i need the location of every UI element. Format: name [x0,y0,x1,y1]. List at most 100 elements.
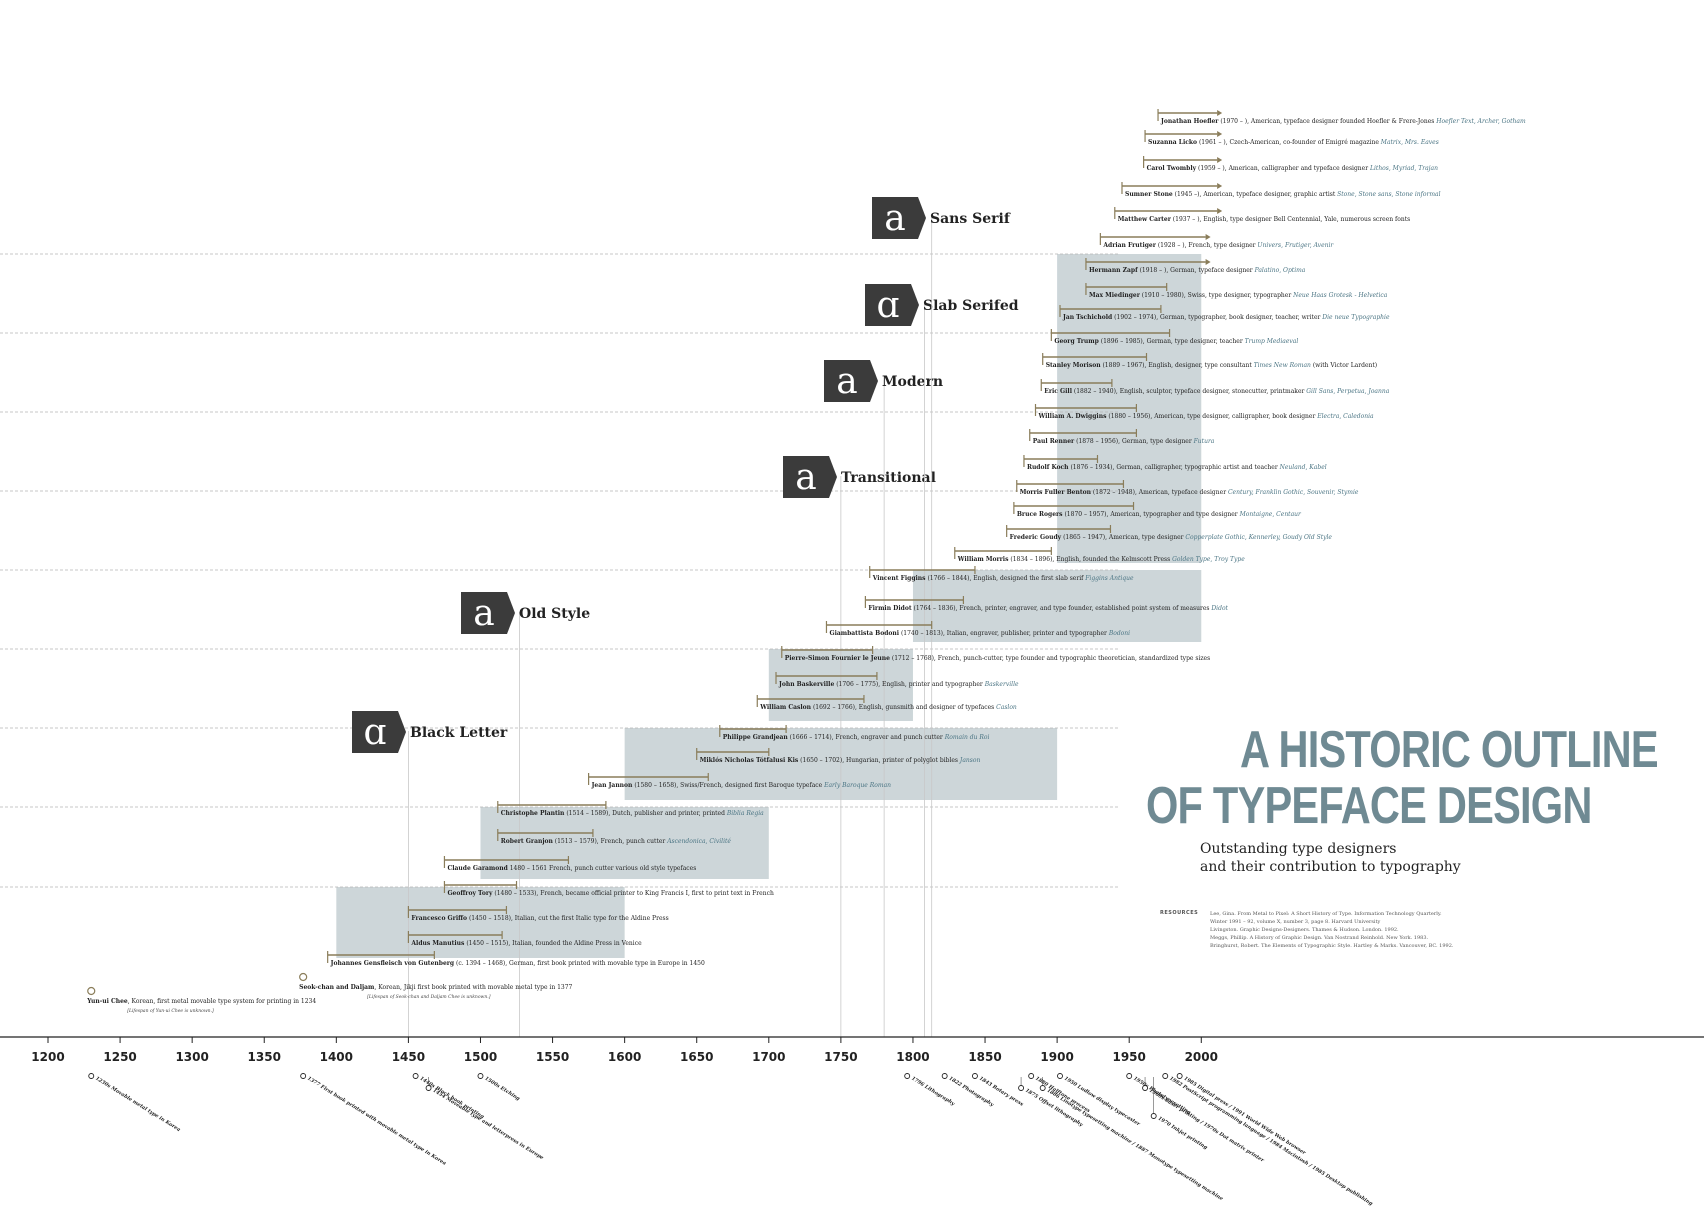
axis-tick-label: 1950 [1112,1050,1145,1064]
designer-typefaces: Hoefler Text, Archer, Gotham [1435,118,1526,125]
designer-entry: Giambattista Bodoni (1740 – 1813), Itali… [825,621,1130,637]
designer-entry: Pierre-Simon Fournier le Jeune (1712 – 1… [781,646,1210,662]
lifespan-arrow [1217,131,1223,137]
designer-name: Eric Gill [1044,388,1072,395]
designer-typefaces: Biblia Regia [726,810,764,817]
designer-detail: (1872 – 1948), American, typeface design… [1091,489,1228,496]
axis-tick-label: 2000 [1185,1050,1218,1064]
designer-entry: Miklós Nicholas Tótfalusi Kis (1650 – 17… [696,748,980,764]
subtitle-line-1: Outstanding type designers [1200,841,1397,857]
designer-label: Suzanna Licko (1961 – ), Czech-American,… [1148,139,1439,146]
designer-name: Philippe Grandjean [723,734,789,741]
designer-detail: (1970 – ), American, typeface designer f… [1218,118,1436,125]
designer-detail: (1666 – 1714), French, engraver and punc… [788,734,945,741]
designer-detail: (1902 – 1974), German, typographer, book… [1112,314,1322,321]
axis-tick-label: 1850 [968,1050,1001,1064]
axis-tick-label: 1700 [752,1050,785,1064]
designer-typefaces: Figgins Antique [1084,575,1134,582]
designer-label: Adrian Frutiger (1928 – ), French, type … [1102,242,1334,249]
designer-entry: Georg Trump (1896 – 1985), German, type … [1050,329,1298,345]
designer-name: Jean Jannon [591,782,633,789]
designer-label: Rudolf Koch (1876 – 1934), German, calli… [1027,464,1327,471]
style-badge-shape [824,360,878,402]
designer-name: Suzanna Licko [1148,139,1197,146]
designer-label: Pierre-Simon Fournier le Jeune (1712 – 1… [785,655,1210,662]
designer-entry: Vincent Figgins (1766 – 1844), English, … [869,566,1134,582]
event-marker [1126,1073,1133,1079]
designer-entry: Robert Granjon (1513 – 1579), French, pu… [497,829,731,845]
designer-entry: Bruce Rogers (1870 – 1957), American, ty… [1013,502,1302,518]
designer-detail: (1513 – 1579), French, punch cutter [553,838,667,845]
designer-typefaces: Futura [1193,438,1215,445]
axis-tick-label: 1200 [31,1050,64,1064]
axis-tick-label: 1750 [824,1050,857,1064]
designer-label: Giambattista Bodoni (1740 – 1813), Itali… [829,630,1130,637]
designer-detail: (1766 – 1844), English, designed the fir… [926,575,1086,582]
designer-typefaces: Lithos, Myriad, Trajan [1369,165,1438,172]
event-label: 1454 Moveable type and letterpress in Eu… [432,1088,545,1162]
designer-name: Miklós Nicholas Tótfalusi Kis [700,757,799,764]
designer-label: John Baskerville (1706 – 1775), English,… [778,681,1019,688]
designer-label: Aldus Manutius (1450 – 1515), Italian, f… [410,940,642,947]
event-marker [971,1073,978,1079]
designer-label: Stanley Morison (1889 – 1967), English, … [1046,362,1377,369]
designer-detail: (1961 – ), Czech-American, co-founder of… [1197,139,1381,146]
designer-typefaces: Gill Sans, Perpetua, Joanna [1306,388,1389,395]
designer-label: Max Miedinger (1910 – 1980), Swiss, type… [1089,292,1388,299]
designer-name: Pierre-Simon Fournier le Jeune [785,655,890,662]
designer-detail: (1910 – 1980), Swiss, type designer, typ… [1140,292,1293,299]
designer-label: Carol Twombly (1959 – ), American, calli… [1147,165,1439,172]
designer-detail: (1876 – 1934), German, calligrapher, typ… [1069,464,1280,471]
style-band [1057,491,1202,563]
designer-label: Frederic Goudy (1865 – 1947), American, … [1010,534,1333,541]
designer-typefaces: Neuland, Kabel [1279,464,1327,471]
designer-detail: (1450 – 1515), Italian, founded the Aldi… [464,940,642,947]
designer-name: Hermann Zapf [1089,267,1138,274]
designer-detail: , Korean, Jikji first book printed with … [374,984,572,991]
designer-entry: Sumner Stone (1945 –), American, typefac… [1121,182,1441,198]
style-glyph: a [795,457,816,498]
designer-label: William Morris (1834 – 1896), English, f… [957,556,1245,563]
resource-line: Lee, Gina. From Metal to Pixel: A Short … [1210,911,1442,917]
designer-name: Carol Twombly [1147,165,1197,172]
designer-name: Francesco Griffo [411,915,467,922]
designer-label: Philippe Grandjean (1666 – 1714), French… [723,734,990,741]
designer-entry: Claude Garamond 1480 – 1561 French, punc… [443,856,696,872]
designer-typefaces: Early Baroque Roman [823,782,891,789]
style-glyph: a [884,198,905,239]
designer-detail-extra: (with Victor Lardent) [1311,362,1377,369]
lifespan-arrow [1217,183,1223,189]
designer-entry: Yun-ui Chee, Korean, first metal movable… [86,986,316,1014]
designer-name: John Baskerville [778,681,834,688]
time-axis: 1200 1250 1300 1350 1400 1450 1500 1550 1600 1650… [0,1036,1704,1064]
designer-label: Christophe Plantin (1514 – 1589), Dutch,… [501,810,764,817]
designer-detail: (1706 – 1775), English, printer and typo… [834,681,984,688]
event-entry: 1377 First book printed with movable met… [300,1073,447,1167]
designer-name: Jan Tschichold [1062,314,1113,321]
designer-entry: Matthew Carter (1937 – ), English, type … [1114,207,1410,223]
style-band [1057,254,1202,491]
designer-note: [Lifespan of Yun-ui Chee is unknown.] [127,1008,214,1014]
style-name: Black Letter [410,725,508,741]
designer-name: Rudolf Koch [1027,464,1069,471]
designer-entry: Rudolf Koch (1876 – 1934), German, calli… [1023,455,1327,471]
designer-label: Firmin Didot (1764 – 1836), French, prin… [868,605,1228,612]
designer-detail: (1650 – 1702), Hungarian, printer of pol… [798,757,960,764]
designer-entry: Adrian Frutiger (1928 – ), French, type … [1099,233,1334,249]
style-name: Slab Serifed [923,298,1019,314]
axis-tick-label: 1250 [103,1050,136,1064]
designer-detail: (1928 – ), French, type designer [1156,242,1258,249]
designer-name: Christophe Plantin [501,810,565,817]
designer-typefaces: Century, Franklin Gothic, Souvenir, Stym… [1228,489,1359,496]
axis-tick-label: 1300 [175,1050,208,1064]
designer-typefaces: Univers, Frutiger, Avenir [1257,242,1334,249]
style-badge: a Sans Serif [872,197,1011,239]
designer-typefaces: Times New Roman [1254,362,1311,369]
designer-name: William Morris [957,556,1009,563]
designer-detail: (1834 – 1896), English, founded the Kelm… [1008,556,1172,563]
designer-entry: Jan Tschichold (1902 – 1974), German, ty… [1059,305,1390,321]
designer-note: [Lifespan of Seok-chan and Daljam Chee i… [367,994,491,1000]
resource-line: Winter 1991 – 92, volume X, number 3, pa… [1210,919,1381,925]
style-badge-shape [352,711,406,753]
